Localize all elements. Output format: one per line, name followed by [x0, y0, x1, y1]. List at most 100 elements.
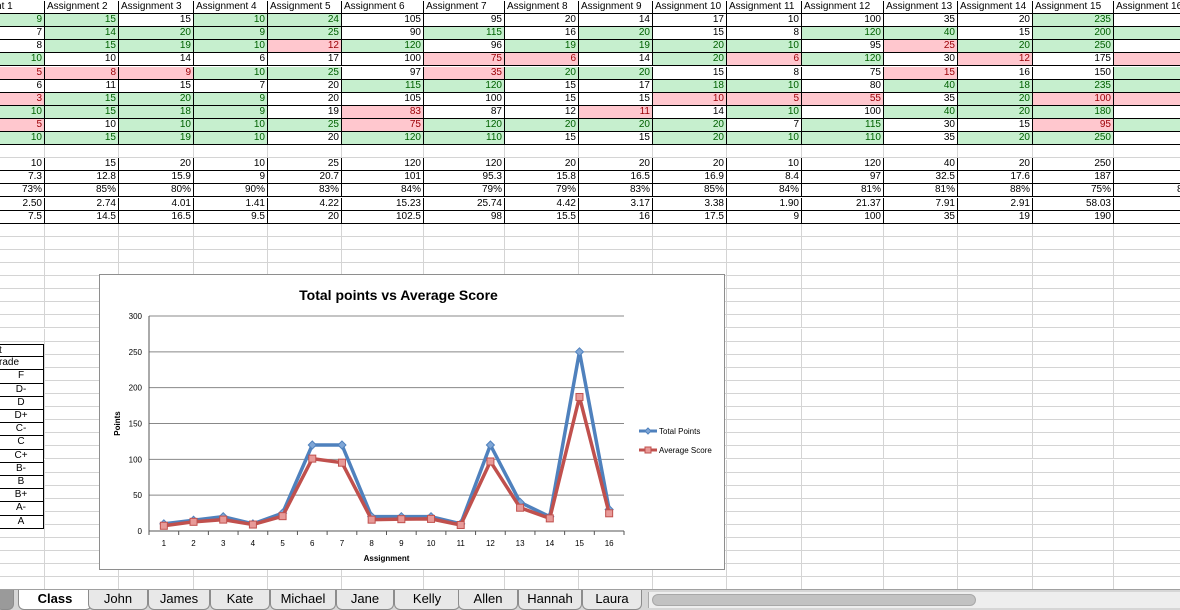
data-cell[interactable]: 110 [424, 132, 505, 146]
sheet-cell[interactable] [884, 498, 958, 512]
data-cell[interactable]: 6 [727, 53, 802, 67]
sheet-cell[interactable] [579, 145, 653, 159]
sheet-cell[interactable] [45, 249, 119, 263]
sheet-cell[interactable] [802, 328, 884, 342]
sheet-cell[interactable] [424, 249, 505, 263]
sheet-cell[interactable] [45, 236, 119, 250]
sheet-cell[interactable] [727, 420, 802, 434]
data-cell[interactable] [194, 145, 268, 158]
data-cell[interactable]: 16 [579, 210, 653, 224]
data-cell[interactable]: 12.8 [45, 171, 119, 185]
data-cell[interactable]: 16.9 [653, 171, 727, 185]
sheet-cell[interactable] [1033, 538, 1114, 552]
data-cell[interactable]: 15 [505, 92, 579, 106]
data-cell[interactable] [653, 145, 727, 158]
data-cell[interactable]: 30 [884, 53, 958, 67]
data-cell[interactable]: 80 [802, 79, 884, 93]
column-header-cell[interactable]: Assignment 15 [1033, 1, 1114, 15]
data-cell[interactable]: 1 [1114, 53, 1180, 67]
data-cell[interactable]: 7.3 [0, 171, 45, 185]
sheet-cell[interactable] [1033, 380, 1114, 394]
sheet-cell[interactable] [884, 538, 958, 552]
data-cell[interactable]: 190 [1033, 210, 1114, 224]
data-cell[interactable]: 85% [653, 184, 727, 198]
data-cell[interactable]: 12 [505, 105, 579, 119]
data-cell[interactable]: 15 [958, 27, 1033, 41]
sheet-cell[interactable] [727, 485, 802, 499]
sheet-cell[interactable] [505, 564, 579, 578]
sheet-cell[interactable] [884, 577, 958, 589]
sheet-cell[interactable] [1114, 538, 1180, 552]
sheet-cell[interactable] [884, 407, 958, 421]
column-header-cell[interactable]: Assignment 9 [579, 1, 653, 15]
data-cell[interactable]: 55 [802, 92, 884, 106]
sheet-cell[interactable] [727, 433, 802, 447]
sheet-cell[interactable] [0, 223, 45, 237]
sheet-cell[interactable] [958, 263, 1033, 277]
sheet-cell[interactable] [1033, 433, 1114, 447]
data-cell[interactable]: 20 [958, 158, 1033, 172]
data-cell[interactable]: 2.50 [0, 197, 45, 211]
sheet-cell[interactable] [727, 459, 802, 473]
sheet-tab-kelly[interactable]: Kelly [394, 590, 460, 610]
sheet-cell[interactable] [579, 577, 653, 589]
sheet-cell[interactable] [958, 498, 1033, 512]
data-cell[interactable] [0, 145, 45, 158]
sheet-cell[interactable] [1033, 485, 1114, 499]
sheet-cell[interactable] [268, 249, 342, 263]
sheet-cell[interactable] [342, 564, 424, 578]
sheet-cell[interactable] [958, 394, 1033, 408]
sheet-cell[interactable] [1114, 512, 1180, 525]
sheet-cell[interactable] [958, 433, 1033, 447]
sheet-cell[interactable] [1114, 551, 1180, 565]
data-cell[interactable]: 2 [1114, 132, 1180, 146]
sheet-cell[interactable] [0, 551, 45, 565]
sheet-cell[interactable] [342, 236, 424, 250]
data-cell[interactable]: 17.6 [958, 171, 1033, 185]
sheet-cell[interactable] [1114, 302, 1180, 316]
data-cell[interactable]: 10 [727, 40, 802, 54]
data-cell[interactable]: 20 [505, 158, 579, 172]
data-cell[interactable]: 100 [424, 92, 505, 106]
sheet-cell[interactable] [1114, 394, 1180, 408]
sheet-cell[interactable] [1033, 551, 1114, 565]
sheet-cell[interactable] [1114, 342, 1180, 355]
data-cell[interactable]: 90 [342, 27, 424, 41]
data-cell[interactable] [45, 145, 119, 158]
sheet-cell[interactable] [727, 223, 802, 237]
data-cell[interactable]: 10 [45, 118, 119, 132]
sheet-cell[interactable] [0, 564, 45, 578]
sheet-cell[interactable] [884, 420, 958, 434]
data-cell[interactable]: 80% [119, 184, 194, 198]
sheet-cell[interactable] [579, 236, 653, 250]
sheet-cell[interactable] [958, 315, 1033, 329]
data-cell[interactable]: 100 [802, 105, 884, 119]
data-cell[interactable]: 83% [579, 184, 653, 198]
sheet-cell[interactable] [727, 498, 802, 512]
sheet-cell[interactable] [884, 459, 958, 473]
sheet-cell[interactable] [958, 511, 1033, 525]
data-cell[interactable]: 120 [802, 158, 884, 172]
data-cell[interactable]: 20 [119, 92, 194, 106]
sheet-cell[interactable] [802, 459, 884, 473]
sheet-cell[interactable] [958, 341, 1033, 355]
data-cell[interactable]: 120 [424, 118, 505, 132]
sheet-cell[interactable] [958, 380, 1033, 394]
column-header-cell[interactable]: gnment 1 [0, 1, 45, 15]
data-cell[interactable]: 10 [0, 132, 45, 146]
data-cell[interactable] [424, 145, 505, 158]
data-cell[interactable]: 10 [0, 158, 45, 172]
data-cell[interactable]: 10 [194, 158, 268, 172]
data-cell[interactable]: 110 [802, 132, 884, 146]
sheet-cell[interactable] [958, 472, 1033, 486]
sheet-cell[interactable] [1114, 355, 1180, 368]
data-cell[interactable]: 15 [579, 92, 653, 106]
data-cell[interactable]: 2 [1114, 79, 1180, 93]
data-cell[interactable]: 10 [727, 105, 802, 119]
grade-cell[interactable]: F [0, 370, 44, 384]
sheet-cell[interactable] [802, 433, 884, 447]
sheet-cell[interactable] [505, 236, 579, 250]
data-cell[interactable]: 7 [0, 27, 45, 41]
sheet-cell[interactable] [802, 551, 884, 565]
data-cell[interactable]: 24. [1114, 171, 1180, 185]
